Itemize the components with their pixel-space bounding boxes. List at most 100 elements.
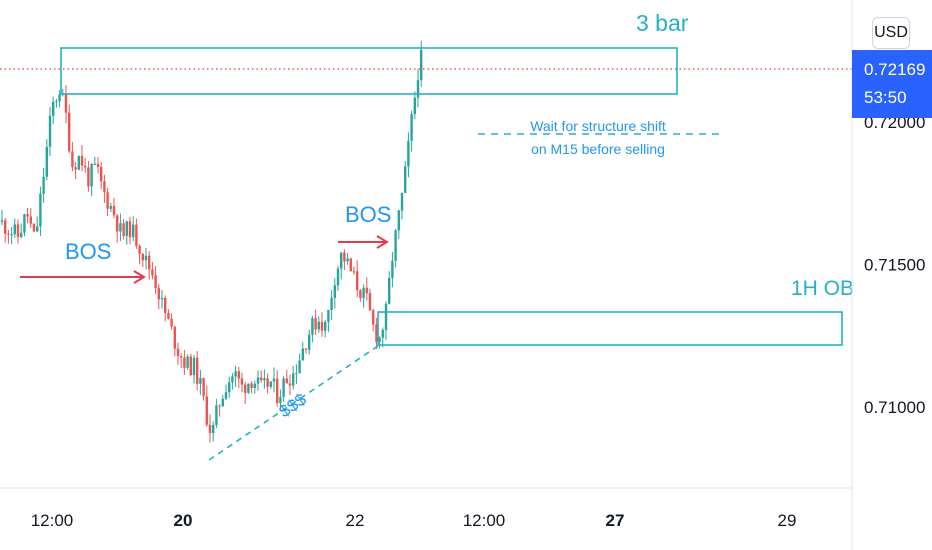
candle-body (39, 193, 42, 227)
candle-body (372, 310, 375, 325)
candle-body (256, 377, 260, 384)
candle-body (231, 376, 234, 383)
candles (0, 40, 423, 443)
candle-body (416, 80, 420, 98)
candle-body (4, 220, 7, 234)
candle-body (157, 288, 160, 300)
candle-body (154, 275, 157, 289)
three-bar-zone[interactable] (60, 47, 678, 95)
candle-body (260, 377, 263, 381)
candle-body (215, 405, 218, 425)
time-tick-label: 22 (346, 511, 365, 530)
bos-right-label: BOS (345, 202, 391, 227)
candle-body (52, 101, 55, 116)
bos-right-arrowhead (376, 235, 389, 249)
candle-body (263, 378, 266, 381)
candle-body (84, 165, 87, 168)
candle-body (410, 114, 413, 141)
candle-body (320, 321, 324, 331)
candle-body (276, 378, 279, 404)
candle-body (7, 233, 10, 235)
candle-body (346, 258, 349, 262)
price-tick-label: 0.71000 (864, 398, 925, 417)
candle-body (180, 356, 183, 358)
time-axis[interactable]: 12:00 20 22 12:00 27 29 (31, 511, 797, 530)
candle-body (212, 424, 215, 433)
candle-body (228, 382, 231, 393)
candle-body (74, 167, 77, 170)
candle-body (349, 258, 352, 272)
candle-body (308, 334, 311, 350)
candle-body (103, 181, 106, 193)
candle-body (128, 221, 132, 238)
candle-body (164, 297, 167, 313)
time-tick-label: 12:00 (463, 511, 506, 530)
candle-body (356, 271, 359, 291)
candle-body (144, 255, 148, 261)
candle-body (48, 115, 52, 147)
candle-body (282, 378, 285, 398)
candle-body (119, 223, 122, 232)
candle-body (29, 216, 32, 224)
candle-body (202, 378, 205, 397)
bos-left-label: BOS (65, 239, 111, 264)
candle-body (295, 373, 298, 375)
candle-body (298, 360, 301, 374)
candle-body (237, 371, 240, 379)
candle-body (64, 93, 68, 113)
candle-body (170, 318, 173, 327)
candle-body (125, 221, 128, 236)
h1-ob-zone[interactable] (377, 311, 843, 346)
candle-body (80, 155, 84, 166)
candle-body (87, 167, 90, 187)
candle-body (317, 321, 320, 330)
candle-body (0, 220, 4, 222)
candle-body (285, 378, 288, 384)
candle-body (45, 146, 48, 177)
three-bar-label: 3 bar (636, 10, 689, 36)
liquidity-trendline[interactable] (208, 345, 379, 461)
current-price-tag: 0.72169 53:50 (852, 50, 932, 118)
candle-body (333, 285, 336, 298)
candle-body (362, 287, 365, 299)
candle-body (122, 223, 125, 236)
candle-body (269, 381, 272, 387)
candle-body (23, 214, 26, 233)
currency-button[interactable]: USD (872, 17, 910, 49)
candle-body (250, 383, 253, 388)
candle-body (32, 223, 36, 232)
candle-body (324, 321, 327, 331)
candle-body (397, 210, 400, 231)
candle-body (189, 356, 192, 376)
candle-body (109, 205, 112, 209)
candle-body (301, 348, 304, 361)
candle-body (192, 357, 196, 376)
candle-body (183, 357, 186, 368)
candle-body (96, 163, 100, 167)
candle-body (135, 224, 138, 246)
candle-body (218, 405, 221, 407)
candle-body (71, 151, 74, 168)
candle-body (288, 383, 292, 386)
candle-body (384, 303, 388, 330)
candle-body (394, 230, 397, 261)
candle-body (292, 373, 295, 386)
time-tick-label: 27 (606, 511, 625, 530)
candle-body (391, 260, 394, 279)
candle-body (112, 205, 116, 216)
candle-body (10, 234, 13, 236)
candle-body (116, 215, 119, 232)
candle-body (100, 166, 103, 182)
bos-left-arrowhead (133, 270, 146, 284)
note-text-line1: Wait for structure shift (530, 118, 666, 134)
current-price-value: 0.72169 (864, 60, 926, 79)
candle-body (208, 424, 212, 433)
candle-body (90, 164, 93, 187)
candle-body (266, 378, 269, 387)
candle-body (247, 383, 250, 393)
candle-body (234, 371, 237, 377)
candle-body (253, 383, 256, 388)
note-text-line2: on M15 before selling (531, 141, 665, 157)
